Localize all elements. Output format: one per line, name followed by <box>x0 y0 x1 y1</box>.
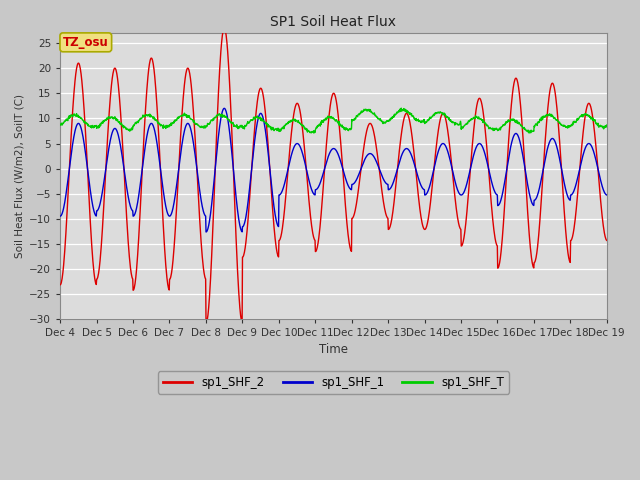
sp1_SHF_T <box>310 130 317 136</box>
Legend: sp1_SHF_2, sp1_SHF_1, sp1_SHF_T: sp1_SHF_2, sp1_SHF_1, sp1_SHF_T <box>158 371 509 394</box>
Line: sp1_SHF_T: sp1_SHF_T <box>60 108 607 133</box>
sp1_SHF_T <box>419 119 427 124</box>
Title: SP1 Soil Heat Flux: SP1 Soil Heat Flux <box>271 15 396 29</box>
sp1_SHF_T <box>490 127 498 133</box>
sp1_SHF_T <box>178 113 186 119</box>
sp1_SHF_2 <box>202 321 210 326</box>
sp1_SHF_T <box>539 117 547 122</box>
sp1_SHF_1 <box>419 186 427 192</box>
sp1_SHF_2 <box>220 25 228 31</box>
sp1_SHF_1 <box>490 188 498 193</box>
Text: TZ_osu: TZ_osu <box>63 36 109 49</box>
sp1_SHF_T <box>603 122 611 128</box>
Line: sp1_SHF_1: sp1_SHF_1 <box>60 108 607 232</box>
X-axis label: Time: Time <box>319 343 348 356</box>
sp1_SHF_1 <box>56 213 64 219</box>
sp1_SHF_T <box>239 124 246 130</box>
sp1_SHF_2 <box>419 223 427 229</box>
sp1_SHF_T <box>397 105 405 111</box>
sp1_SHF_1 <box>240 223 248 228</box>
sp1_SHF_1 <box>539 170 547 176</box>
sp1_SHF_2 <box>56 282 64 288</box>
sp1_SHF_1 <box>178 143 186 149</box>
Y-axis label: Soil Heat Flux (W/m2), SoilT (C): Soil Heat Flux (W/m2), SoilT (C) <box>15 94 25 258</box>
sp1_SHF_1 <box>220 106 228 111</box>
sp1_SHF_1 <box>164 212 172 218</box>
sp1_SHF_T <box>56 121 64 127</box>
sp1_SHF_2 <box>240 252 248 258</box>
sp1_SHF_T <box>164 123 172 129</box>
sp1_SHF_1 <box>202 229 210 235</box>
sp1_SHF_2 <box>603 238 611 243</box>
sp1_SHF_1 <box>603 192 611 198</box>
Line: sp1_SHF_2: sp1_SHF_2 <box>60 28 607 324</box>
sp1_SHF_2 <box>178 116 186 121</box>
sp1_SHF_2 <box>490 230 498 236</box>
sp1_SHF_2 <box>539 178 547 184</box>
sp1_SHF_2 <box>164 285 172 291</box>
